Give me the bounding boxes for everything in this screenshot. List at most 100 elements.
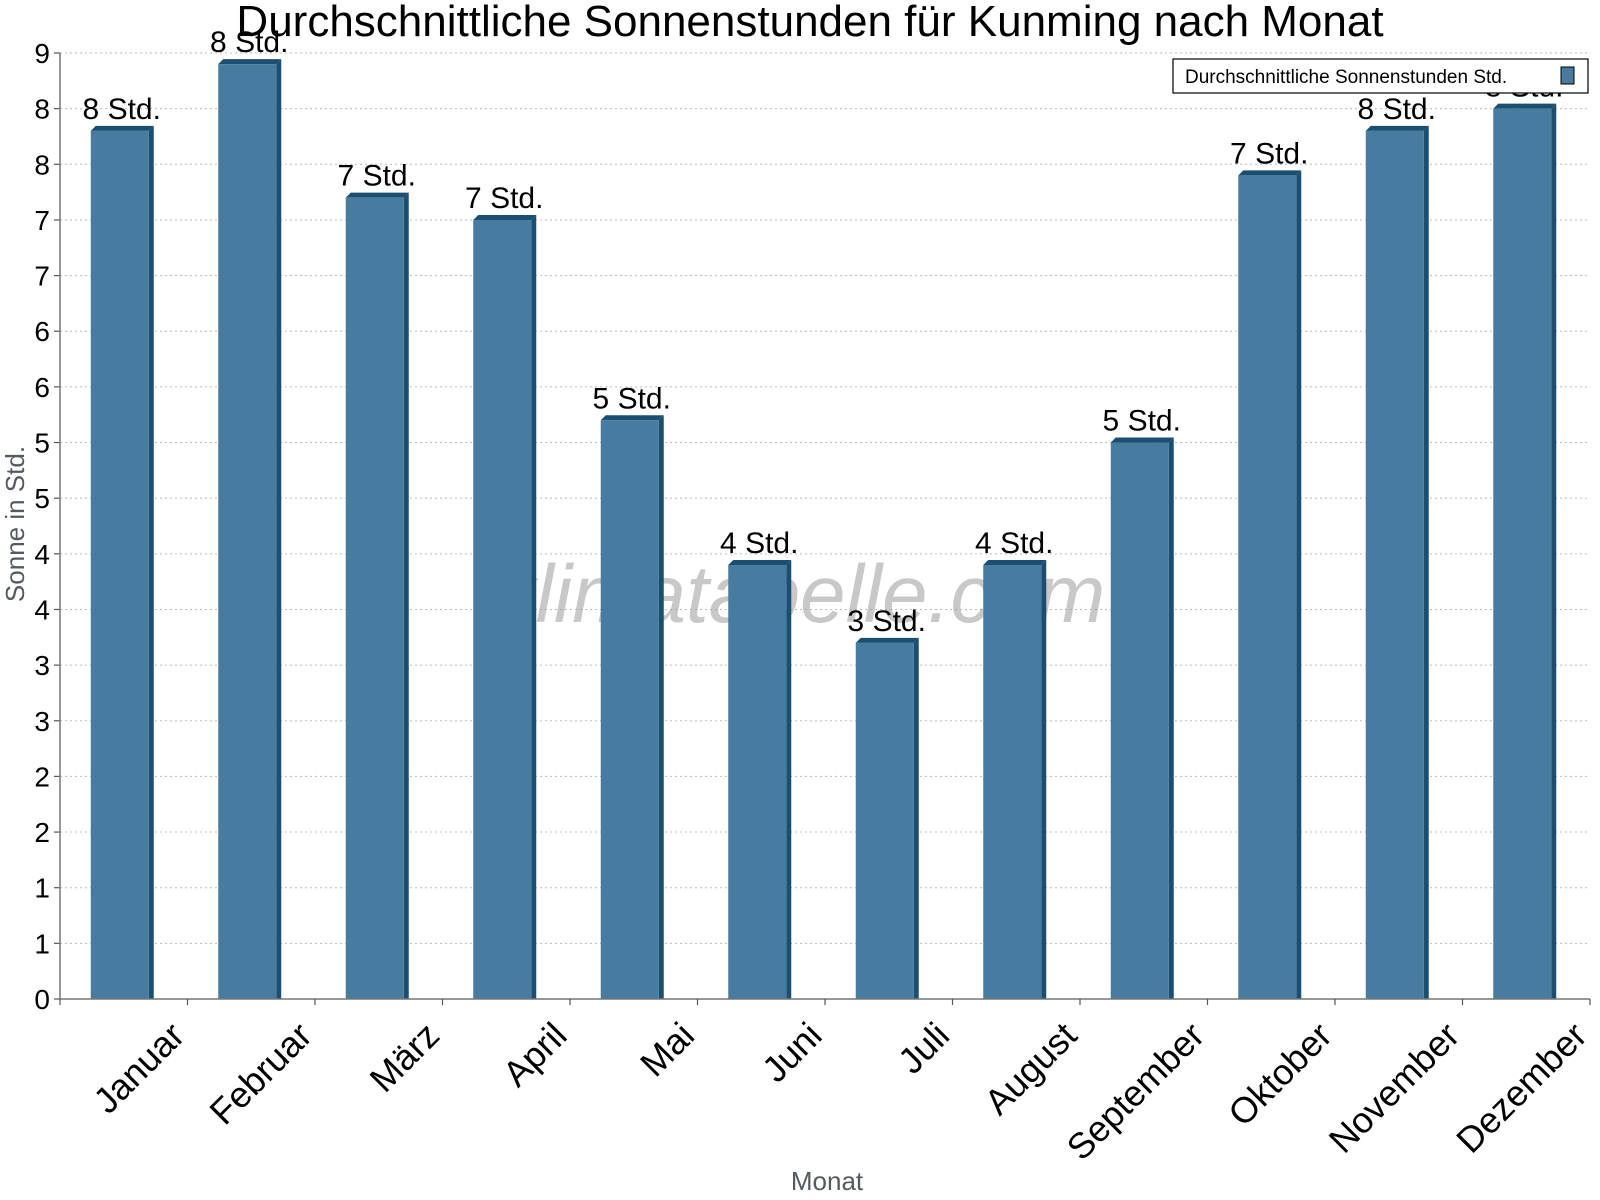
bar-top: [1238, 170, 1302, 176]
x-tick-label: Juni: [754, 1014, 830, 1090]
x-tick-label: August: [976, 1014, 1084, 1122]
y-tick-label: 9: [34, 38, 50, 69]
bar-front: [90, 130, 149, 999]
grid-lines: [60, 52, 1590, 944]
data-label: 7 Std.: [1230, 137, 1308, 170]
axes: [54, 52, 1591, 1005]
bar-front: [855, 642, 914, 999]
bar-side: [1551, 103, 1557, 1000]
bar-top: [1493, 103, 1557, 109]
bar-side: [658, 415, 664, 999]
y-tick-label: 8: [34, 94, 50, 125]
bar-august: [983, 559, 1047, 999]
bar-front: [983, 564, 1042, 999]
legend: Durchschnittliche Sonnenstunden Std.: [1172, 58, 1589, 94]
bar-side: [786, 559, 792, 999]
data-label: 4 Std.: [975, 527, 1053, 560]
x-tick-label: Mai: [632, 1014, 702, 1084]
data-label: 5 Std.: [1103, 405, 1181, 438]
bar-top: [90, 125, 154, 131]
bar-side: [913, 637, 919, 999]
y-tick-label: 5: [34, 483, 50, 514]
legend-box: [1172, 58, 1589, 94]
bar-front: [1365, 130, 1424, 999]
bar-februar: [218, 59, 282, 1000]
bar-side: [1041, 559, 1047, 999]
bar-top: [855, 637, 919, 643]
bar-juli: [855, 637, 919, 999]
y-tick-label: 5: [34, 428, 50, 459]
x-tick-label: September: [1059, 1014, 1213, 1168]
y-tick-label: 3: [34, 706, 50, 737]
x-tick-label: Oktober: [1220, 1014, 1340, 1134]
y-tick-label: 0: [34, 984, 50, 1015]
y-tick-label: 4: [34, 539, 50, 570]
y-tick-label: 7: [34, 261, 50, 292]
bar-september: [1110, 437, 1174, 999]
x-tick-label: Juli: [890, 1014, 957, 1081]
bar-top: [728, 559, 792, 565]
bar-side: [148, 125, 154, 999]
bar-front: [1493, 108, 1552, 1000]
bar-side: [1423, 125, 1429, 999]
data-label: 5 Std.: [593, 382, 671, 415]
y-tick-label: 6: [34, 316, 50, 347]
y-tick-label: 3: [34, 650, 50, 681]
bar-top: [218, 59, 282, 65]
bar-top: [600, 415, 664, 421]
data-label: 8 Std.: [1358, 93, 1436, 126]
x-tick-label: Januar: [85, 1014, 192, 1121]
data-label: 8 Std.: [83, 93, 161, 126]
x-tick-label: März: [362, 1014, 448, 1100]
bar-märz: [345, 192, 409, 999]
y-tick-label: 1: [34, 928, 50, 959]
bar-front: [345, 197, 404, 999]
bar-front: [1238, 175, 1297, 999]
bar-side: [276, 59, 282, 1000]
bar-front: [728, 564, 787, 999]
bar-front: [473, 219, 532, 1000]
data-label: 7 Std.: [465, 182, 543, 215]
y-tick-label: 7: [34, 205, 50, 236]
chart-title: Durchschnittliche Sonnenstunden für Kunm…: [236, 0, 1383, 46]
legend-swatch: [1560, 66, 1575, 85]
y-tick-label: 1: [34, 873, 50, 904]
x-tick-labels: Januar Februar März April Mai Juni Juli AugustS…: [85, 1014, 1594, 1168]
bar-side: [1168, 437, 1174, 999]
bar-januar: [90, 125, 154, 999]
legend-label: Durchschnittliche Sonnenstunden Std.: [1185, 67, 1507, 88]
bar-mai: [600, 415, 664, 999]
y-tick-label: 2: [34, 817, 50, 848]
bars-group: [90, 59, 1557, 1000]
bar-top: [1110, 437, 1174, 443]
bar-april: [473, 214, 537, 1000]
x-tick-label: Dezember: [1448, 1014, 1594, 1160]
data-labels: 8 Std. 8 Std. 7 Std. 7 Std. 5 Std. 4 Std. 3 St…: [83, 26, 1564, 638]
y-tick-label: 6: [34, 372, 50, 403]
data-label: 4 Std.: [720, 527, 798, 560]
x-tick-label: April: [495, 1014, 575, 1094]
bar-top: [473, 214, 537, 220]
y-axis-label: Sonne in Std.: [0, 446, 30, 602]
bar-top: [983, 559, 1047, 565]
data-label: 7 Std.: [338, 160, 416, 193]
x-tick-label: November: [1321, 1014, 1467, 1160]
bar-november: [1365, 125, 1429, 999]
bar-side: [403, 192, 409, 999]
x-tick-label: Februar: [201, 1014, 319, 1132]
bar-front: [218, 64, 277, 1000]
bar-side: [1296, 170, 1302, 999]
bar-juni: [728, 559, 792, 999]
y-tick-label: 8: [34, 149, 50, 180]
data-label: 3 Std.: [848, 605, 926, 638]
bar-dezember: [1493, 103, 1557, 1000]
x-axis-label: Monat: [791, 1166, 864, 1196]
y-tick-labels: 0 1 1 2 2 3 3 4 4 5 5 6 6 7 7 8 8 9: [34, 38, 50, 1015]
bar-side: [531, 214, 537, 1000]
bar-front: [600, 420, 659, 999]
bar-top: [345, 192, 409, 198]
data-label: 8 Std.: [210, 26, 288, 59]
bar-oktober: [1238, 170, 1302, 999]
bar-front: [1110, 442, 1169, 999]
